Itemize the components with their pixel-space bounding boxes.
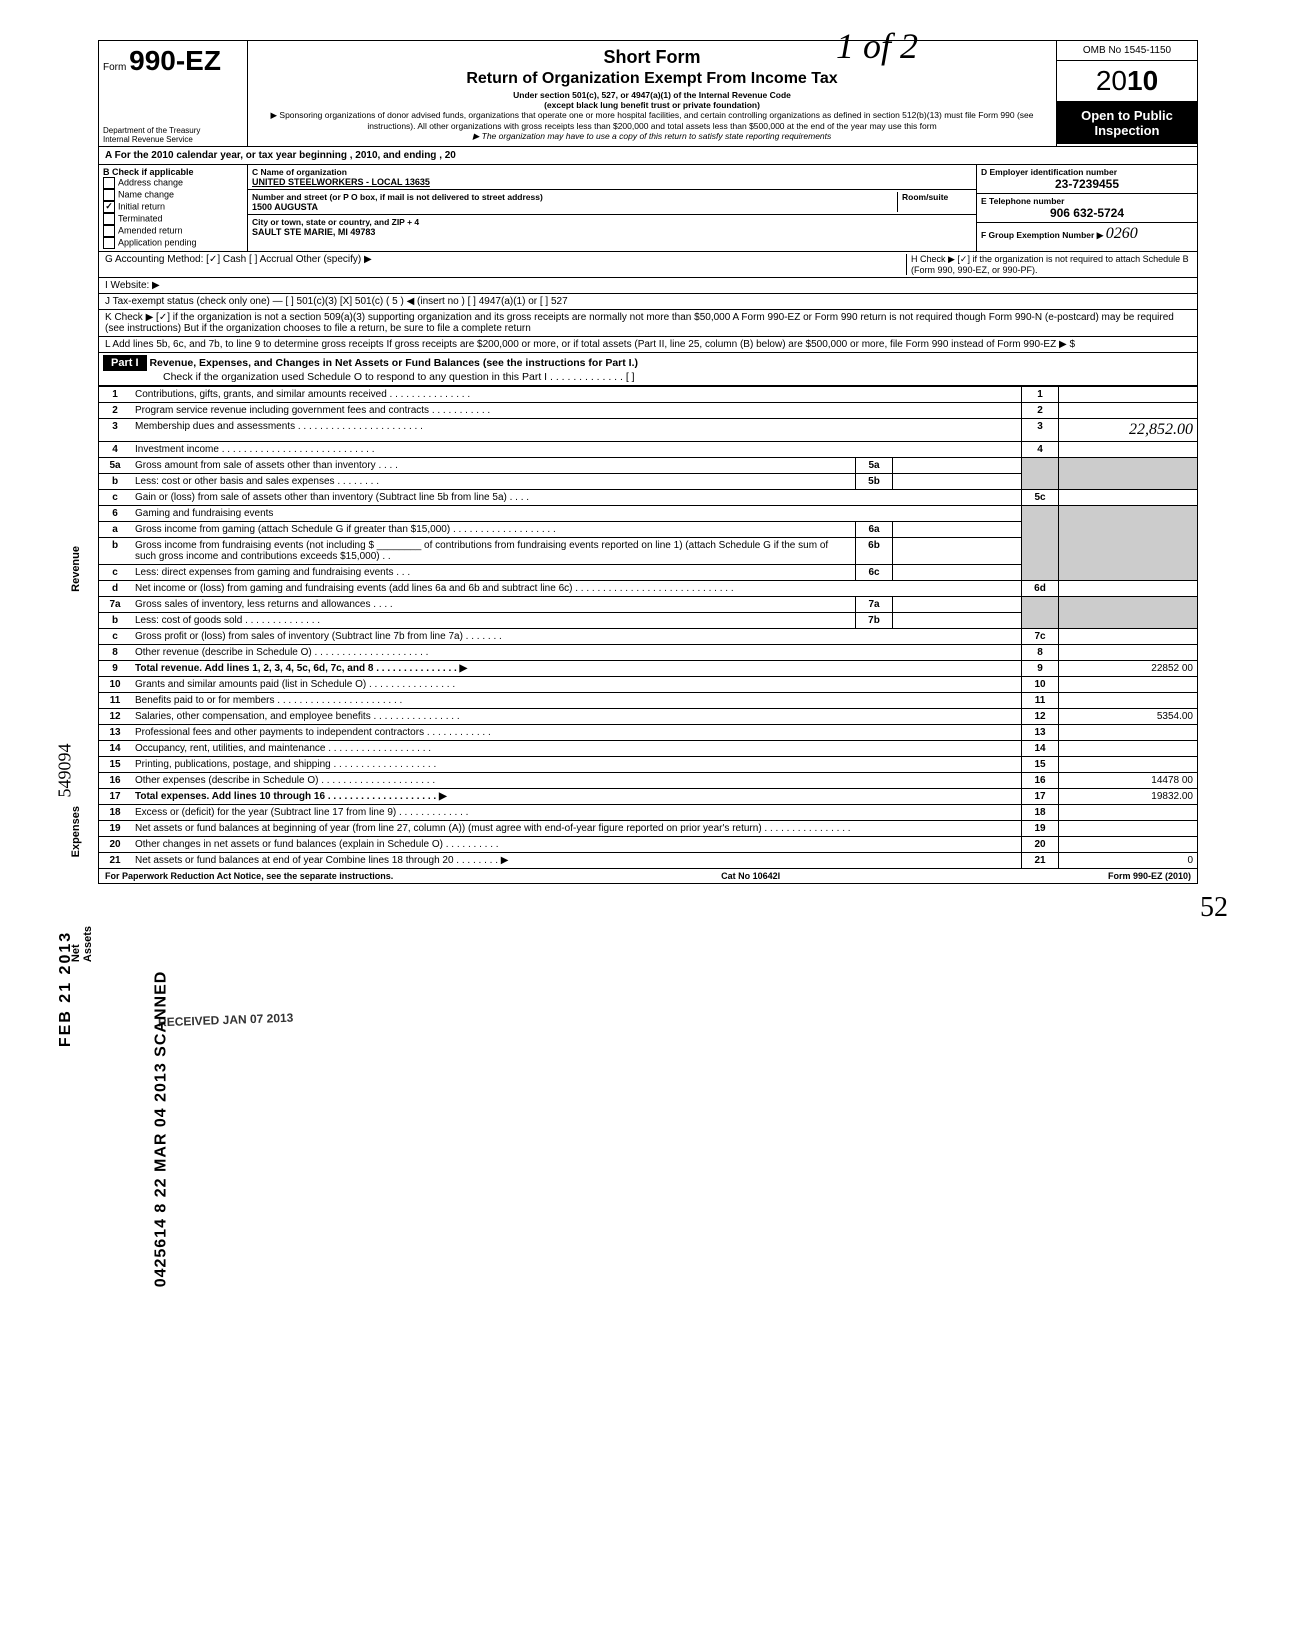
line-10: Grants and similar amounts paid (list in…	[131, 677, 1022, 693]
side-stamp-scanned: 0425614 8 22 MAR 04 2013 SCANNED	[152, 971, 170, 1288]
part1-subtitle: Check if the organization used Schedule …	[163, 371, 635, 383]
line-7b: Less: cost of goods sold . . . . . . . .…	[131, 613, 856, 629]
row-h: H Check ▶ [✓] if the organization is not…	[906, 254, 1191, 275]
room-label: Room/suite	[902, 192, 972, 202]
line-2: Program service revenue including govern…	[131, 403, 1022, 419]
line-5b: Less: cost or other basis and sales expe…	[131, 474, 856, 490]
open-public-1: Open to Public	[1059, 108, 1195, 123]
line-5a: Gross amount from sale of assets other t…	[131, 458, 856, 474]
org-name: UNITED STEELWORKERS - LOCAL 13635	[252, 177, 972, 187]
street-value: 1500 AUGUSTA	[252, 202, 897, 212]
ein-label: D Employer identification number	[981, 167, 1193, 177]
row-i: I Website: ▶	[98, 278, 1198, 294]
footer-left: For Paperwork Reduction Act Notice, see …	[105, 871, 393, 881]
dept-line1: Department of the Treasury	[103, 126, 200, 135]
chk-amended[interactable]	[103, 225, 115, 237]
col-b-title: B Check if applicable	[103, 167, 243, 177]
side-expenses: Expenses	[70, 806, 82, 857]
city-label: City or town, state or country, and ZIP …	[252, 217, 972, 227]
form-number: 990-EZ	[129, 45, 221, 76]
line-5c: Gain or (loss) from sale of assets other…	[131, 490, 1022, 506]
chk-address[interactable]	[103, 177, 115, 189]
tel-label: E Telephone number	[981, 196, 1193, 206]
line-6c: Less: direct expenses from gaming and fu…	[131, 565, 856, 581]
city-value: SAULT STE MARIE, MI 49783	[252, 227, 972, 237]
ein-value: 23-7239455	[981, 177, 1193, 191]
line-6d: Net income or (loss) from gaming and fun…	[131, 581, 1022, 597]
row-k: K Check ▶ [✓] if the organization is not…	[98, 310, 1198, 337]
line-11: Benefits paid to or for members . . . . …	[131, 693, 1022, 709]
line-6a: Gross income from gaming (attach Schedul…	[131, 522, 856, 538]
tel-value: 906 632-5724	[981, 206, 1193, 220]
open-public-2: Inspection	[1059, 123, 1195, 138]
line-16-amt: 14478 00	[1059, 773, 1198, 789]
line-9: Total revenue. Add lines 1, 2, 3, 4, 5c,…	[131, 661, 1022, 677]
dept-line2: Internal Revenue Service	[103, 135, 200, 144]
line-12-amt: 5354.00	[1059, 709, 1198, 725]
chk-name[interactable]	[103, 189, 115, 201]
lbl-name: Name change	[118, 189, 174, 199]
line-3-amt: 22,852.00	[1059, 419, 1198, 442]
line-6: Gaming and fundraising events	[131, 506, 1022, 522]
form-prefix: Form	[103, 62, 126, 73]
omb-number: OMB No 1545-1150	[1057, 41, 1197, 61]
sub1: Under section 501(c), 527, or 4947(a)(1)…	[513, 90, 791, 100]
sub3: ▶ Sponsoring organizations of donor advi…	[256, 110, 1048, 131]
lbl-amended: Amended return	[118, 225, 183, 235]
lbl-initial: Initial return	[118, 201, 165, 211]
row-j: J Tax-exempt status (check only one) — […	[98, 294, 1198, 310]
line-7a: Gross sales of inventory, less returns a…	[131, 597, 856, 613]
line-6b: Gross income from fundraising events (no…	[131, 538, 856, 565]
chk-initial[interactable]: ✓	[103, 201, 115, 213]
footer-right: Form 990-EZ (2010)	[1108, 871, 1191, 881]
chk-terminated[interactable]	[103, 213, 115, 225]
side-stamp-feb: FEB 21 2013	[57, 931, 75, 1047]
line-9-amt: 22852 00	[1059, 661, 1198, 677]
org-name-label: C Name of organization	[252, 167, 972, 177]
side-revenue: Revenue	[70, 546, 82, 592]
handwritten-page-num: 1 of 2	[836, 25, 918, 67]
group-label: F Group Exemption Number ▶	[981, 230, 1103, 240]
part1-label: Part I	[103, 355, 147, 371]
line-21-amt: 0	[1059, 853, 1198, 869]
line-17-amt: 19832.00	[1059, 789, 1198, 805]
street-label: Number and street (or P O box, if mail i…	[252, 192, 897, 202]
side-stamp-549094: 549094	[55, 744, 76, 798]
line-21: Net assets or fund balances at end of ye…	[131, 853, 1022, 869]
line-8: Other revenue (describe in Schedule O) .…	[131, 645, 1022, 661]
group-hand: 0260	[1106, 225, 1138, 242]
row-a-tax-year: A For the 2010 calendar year, or tax yea…	[98, 147, 1198, 165]
chk-pending[interactable]	[103, 237, 115, 249]
line-18: Excess or (deficit) for the year (Subtra…	[131, 805, 1022, 821]
line-20: Other changes in net assets or fund bala…	[131, 837, 1022, 853]
line-3: Membership dues and assessments . . . . …	[131, 419, 1022, 442]
line-19: Net assets or fund balances at beginning…	[131, 821, 1022, 837]
footer-mid: Cat No 10642I	[721, 871, 780, 881]
form-header: Form 990-EZ Department of the Treasury I…	[98, 40, 1198, 147]
lbl-terminated: Terminated	[118, 213, 163, 223]
line-13: Professional fees and other payments to …	[131, 725, 1022, 741]
sub2: (except black lung benefit trust or priv…	[544, 100, 760, 110]
line-15: Printing, publications, postage, and shi…	[131, 757, 1022, 773]
line-17: Total expenses. Add lines 10 through 16 …	[131, 789, 1022, 805]
line-14: Occupancy, rent, utilities, and maintena…	[131, 741, 1022, 757]
lines-table: 1Contributions, gifts, grants, and simil…	[98, 386, 1198, 869]
line-16: Other expenses (describe in Schedule O) …	[131, 773, 1022, 789]
row-l: L Add lines 5b, 6c, and 7b, to line 9 to…	[98, 337, 1198, 353]
line-7c: Gross profit or (loss) from sales of inv…	[131, 629, 1022, 645]
row-g: G Accounting Method: [✓] Cash [ ] Accrua…	[105, 254, 906, 275]
title-short-form: Short Form	[256, 47, 1048, 68]
line-4: Investment income . . . . . . . . . . . …	[131, 442, 1022, 458]
line-12: Salaries, other compensation, and employ…	[131, 709, 1022, 725]
handwritten-52: 52	[1200, 892, 1228, 924]
received-stamp: RECEIVED JAN 07 2013	[158, 1012, 294, 1030]
part1-title: Revenue, Expenses, and Changes in Net As…	[149, 357, 638, 369]
year-prefix: 20	[1096, 65, 1127, 96]
line-1: Contributions, gifts, grants, and simila…	[131, 387, 1022, 403]
title-return: Return of Organization Exempt From Incom…	[256, 70, 1048, 88]
lbl-pending: Application pending	[118, 237, 197, 247]
year-bold: 10	[1127, 65, 1158, 96]
lbl-address: Address change	[118, 177, 183, 187]
sub4: ▶ The organization may have to use a cop…	[473, 131, 832, 141]
